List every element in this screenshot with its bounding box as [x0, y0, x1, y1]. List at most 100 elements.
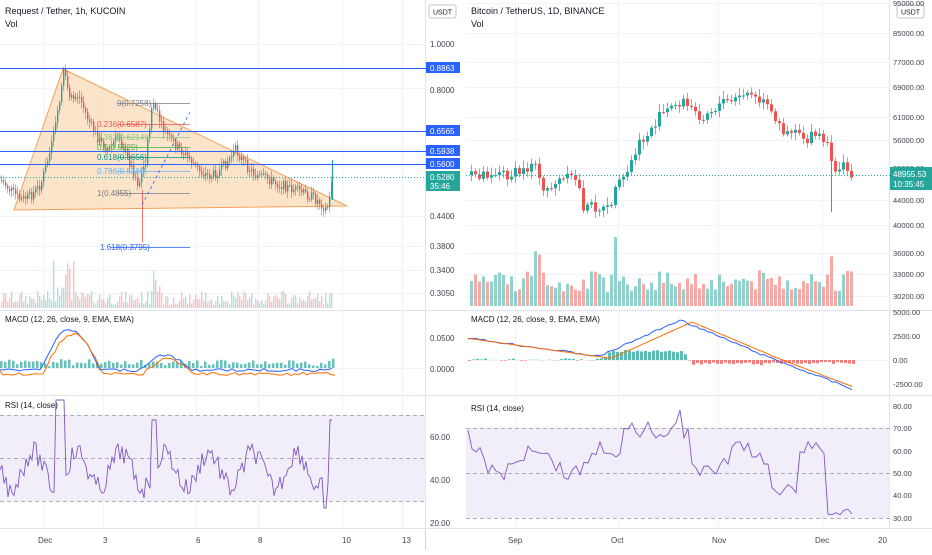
volume-bar	[257, 300, 258, 308]
candle-body	[163, 122, 164, 132]
volume-bar	[838, 291, 841, 306]
right-price-axis[interactable]: 95000.0085000.0077000.0069000.0061000.00…	[893, 0, 924, 301]
candle-body	[654, 126, 657, 127]
candle-body	[301, 190, 302, 193]
volume-bar	[191, 304, 192, 308]
volume-bar	[305, 302, 306, 308]
price-tick: 0.3050	[430, 289, 455, 298]
macd-histogram-bar	[684, 354, 687, 360]
candle-body	[191, 159, 192, 163]
macd-histogram-bar	[716, 360, 719, 364]
volume-bar	[261, 300, 262, 308]
candle-body	[602, 207, 605, 211]
volume-bar	[63, 288, 64, 308]
left-currency-badge[interactable]: USDT	[429, 5, 456, 18]
price-tag-text: 0.5938	[430, 147, 455, 156]
left-macd-label: MACD (12, 26, close, 9, EMA, EMA)	[5, 315, 134, 324]
candle-body	[49, 153, 50, 161]
candle-body	[185, 153, 186, 155]
macd-histogram-bar	[228, 364, 231, 368]
macd-histogram-bar	[740, 360, 743, 364]
volume-bar	[103, 299, 104, 308]
candle-body	[201, 171, 202, 174]
candle-body	[53, 132, 54, 142]
candle-body	[762, 99, 765, 102]
volume-bar	[530, 276, 533, 306]
volume-bar	[550, 286, 553, 306]
candle-body	[271, 177, 272, 184]
volume-bar	[147, 291, 148, 308]
macd-histogram-bar	[8, 360, 11, 368]
candle-body	[630, 160, 633, 172]
candle-body	[211, 177, 212, 179]
price-tick: 56000.00	[893, 136, 924, 145]
macd-histogram-bar	[328, 361, 331, 368]
candle-body	[289, 185, 290, 186]
volume-bar	[219, 303, 220, 308]
candle-body	[510, 177, 513, 180]
candle-body	[253, 169, 254, 176]
candle-body	[662, 112, 665, 113]
left-chart-panel[interactable]: 0(0.7258)0.236(0.6587)0.382(0.6214)0.5(0…	[0, 0, 460, 545]
macd-histogram-bar	[172, 362, 175, 368]
candle-body	[770, 104, 773, 111]
volume-bar	[566, 284, 569, 306]
candle-body	[173, 138, 174, 140]
candle-body	[41, 182, 42, 190]
macd-histogram-bar	[696, 360, 699, 363]
macd-histogram-bar	[16, 364, 19, 368]
candle-body	[666, 109, 669, 113]
volume-bar	[522, 278, 525, 306]
right-chart-panel[interactable]: Bitcoin / TetherUS, 1D, BINANCE Vol MACD…	[466, 0, 932, 545]
candle-body	[179, 143, 180, 147]
candle-body	[151, 108, 152, 129]
candle-body	[470, 171, 473, 175]
volume-bar	[482, 276, 485, 306]
macd-histogram-bar	[208, 365, 211, 368]
candle-body	[7, 186, 8, 189]
price-tick: 0.4400	[430, 212, 455, 221]
volume-bar	[121, 292, 122, 308]
candle-body	[317, 200, 318, 204]
macd-histogram-bar	[680, 351, 683, 360]
volume-bar	[610, 275, 613, 306]
descending-triangle[interactable]	[14, 69, 347, 210]
candle-body	[566, 174, 569, 179]
candle-body	[834, 161, 837, 171]
macd-histogram-bar	[204, 362, 207, 368]
volume-bar	[614, 237, 617, 306]
candle-body	[498, 172, 501, 175]
volume-bar	[169, 305, 170, 308]
volume-bar	[650, 283, 653, 306]
macd-histogram-bar	[476, 359, 479, 360]
volume-bar	[327, 303, 328, 308]
volume-bar	[89, 295, 90, 308]
volume-bar	[578, 291, 581, 306]
volume-bar	[311, 299, 312, 308]
fib-level-label: 0.382(0.6214)	[97, 133, 147, 142]
volume-bar	[11, 291, 12, 308]
candle-body	[297, 186, 298, 187]
volume-bar	[526, 272, 529, 306]
volume-bar	[658, 272, 661, 306]
volume-bar	[149, 304, 150, 308]
volume-bar	[85, 297, 86, 308]
right-chart-title: Bitcoin / TetherUS, 1D, BINANCE	[471, 6, 604, 16]
macd-histogram-bar	[612, 351, 615, 360]
candle-body	[237, 145, 238, 155]
volume-bar	[143, 304, 144, 308]
candle-body	[61, 86, 62, 103]
candle-body	[3, 181, 4, 183]
candle-body	[738, 96, 741, 98]
price-tick: 0.3800	[430, 242, 455, 251]
volume-bar	[223, 301, 224, 308]
candle-body	[594, 202, 597, 211]
candle-body	[75, 97, 76, 99]
volume-bar	[470, 281, 473, 306]
volume-bar	[321, 296, 322, 308]
macd-histogram-bar	[76, 363, 79, 368]
volume-bar	[177, 303, 178, 308]
